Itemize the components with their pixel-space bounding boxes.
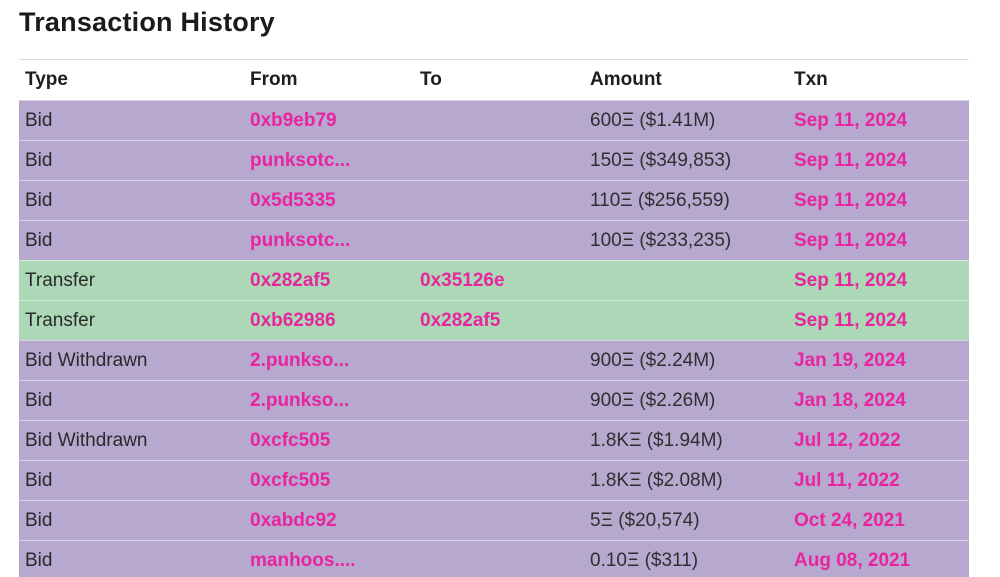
- table-row: Bid Withdrawn 0xcfc505 1.8KΞ ($1.94M) Jul 1…: [19, 420, 969, 460]
- table-row: Transfer 0x282af5 0x35126e Sep 11, 2024: [19, 260, 969, 300]
- table-body: Bid 0xb9eb79 600Ξ ($1.41M) Sep 11, 2024 Bid p…: [19, 100, 969, 577]
- from-address-link[interactable]: 0xb62986: [250, 310, 336, 331]
- table-row: Bid 0x5d5335 110Ξ ($256,559) Sep 11, 2024: [19, 180, 969, 220]
- table-header-row: Type From To Amount Txn: [19, 60, 969, 100]
- from-address-link[interactable]: 0x5d5335: [250, 190, 336, 211]
- from-address-link[interactable]: 0xb9eb79: [250, 110, 337, 131]
- txn-date-link[interactable]: Jul 12, 2022: [794, 430, 901, 451]
- from-address-link[interactable]: manhoos....: [250, 550, 356, 571]
- row-type: Bid: [25, 190, 53, 211]
- from-address-link[interactable]: 0xcfc505: [250, 470, 331, 491]
- header-from: From: [250, 69, 298, 90]
- header-type: Type: [25, 69, 68, 90]
- table-row: Bid Withdrawn 2.punkso... 900Ξ ($2.24M) Jan…: [19, 340, 969, 380]
- table-row: Bid punksotc... 100Ξ ($233,235) Sep 11, 202…: [19, 220, 969, 260]
- row-amount: 600Ξ ($1.41M): [590, 110, 716, 131]
- txn-date-link[interactable]: Jan 18, 2024: [794, 390, 906, 411]
- row-amount: 100Ξ ($233,235): [590, 230, 732, 251]
- row-type: Bid: [25, 390, 53, 411]
- txn-date-link[interactable]: Jul 11, 2022: [794, 470, 900, 491]
- row-type: Bid: [25, 470, 53, 491]
- txn-date-link[interactable]: Jan 19, 2024: [794, 350, 906, 371]
- from-address-link[interactable]: 2.punkso...: [250, 390, 350, 411]
- row-amount: 0.10Ξ ($311): [590, 550, 699, 571]
- txn-date-link[interactable]: Sep 11, 2024: [794, 150, 908, 171]
- txn-date-link[interactable]: Aug 08, 2021: [794, 550, 911, 571]
- table-row: Bid 0xabdc92 5Ξ ($20,574) Oct 24, 2021: [19, 500, 969, 540]
- row-amount: 1.8KΞ ($2.08M): [590, 470, 723, 491]
- row-amount: 110Ξ ($256,559): [590, 190, 730, 211]
- from-address-link[interactable]: 2.punkso...: [250, 350, 350, 371]
- row-amount: 5Ξ ($20,574): [590, 510, 700, 531]
- txn-date-link[interactable]: Oct 24, 2021: [794, 510, 905, 531]
- txn-date-link[interactable]: Sep 11, 2024: [794, 190, 908, 211]
- txn-date-link[interactable]: Sep 11, 2024: [794, 270, 908, 291]
- from-address-link[interactable]: punksotc...: [250, 230, 351, 251]
- row-amount: 900Ξ ($2.24M): [590, 350, 716, 371]
- row-type: Transfer: [25, 310, 96, 331]
- header-amount: Amount: [590, 69, 662, 90]
- to-address-link[interactable]: 0x35126e: [420, 270, 505, 291]
- txn-date-link[interactable]: Sep 11, 2024: [794, 310, 908, 331]
- txn-date-link[interactable]: Sep 11, 2024: [794, 110, 908, 131]
- from-address-link[interactable]: 0xabdc92: [250, 510, 337, 531]
- row-type: Bid: [25, 230, 53, 251]
- header-txn: Txn: [794, 69, 828, 90]
- row-amount: 1.8KΞ ($1.94M): [590, 430, 723, 451]
- row-type: Bid Withdrawn: [25, 350, 148, 371]
- from-address-link[interactable]: 0x282af5: [250, 270, 331, 291]
- table-row: Bid 2.punkso... 900Ξ ($2.26M) Jan 18, 2024: [19, 380, 969, 420]
- table-row: Bid manhoos.... 0.10Ξ ($311) Aug 08, 2021: [19, 540, 969, 577]
- row-type: Transfer: [25, 270, 96, 291]
- table-row: Bid 0xb9eb79 600Ξ ($1.41M) Sep 11, 2024: [19, 100, 969, 140]
- row-type: Bid Withdrawn: [25, 430, 148, 451]
- row-type: Bid: [25, 150, 53, 171]
- table-row: Bid punksotc... 150Ξ ($349,853) Sep 11, 202…: [19, 140, 969, 180]
- row-type: Bid: [25, 110, 53, 131]
- from-address-link[interactable]: punksotc...: [250, 150, 351, 171]
- transaction-table: Type From To Amount Txn Bid 0xb9eb79 600Ξ …: [19, 59, 969, 577]
- header-to: To: [420, 69, 442, 90]
- row-amount: 150Ξ ($349,853): [590, 150, 732, 171]
- row-type: Bid: [25, 510, 53, 531]
- page-title: Transaction History: [19, 7, 275, 37]
- to-address-link[interactable]: 0x282af5: [420, 310, 501, 331]
- from-address-link[interactable]: 0xcfc505: [250, 430, 331, 451]
- txn-date-link[interactable]: Sep 11, 2024: [794, 230, 908, 251]
- table-row: Bid 0xcfc505 1.8KΞ ($2.08M) Jul 11, 2022: [19, 460, 969, 500]
- row-amount: 900Ξ ($2.26M): [590, 390, 716, 411]
- table-row: Transfer 0xb62986 0x282af5 Sep 11, 2024: [19, 300, 969, 340]
- row-type: Bid: [25, 550, 53, 571]
